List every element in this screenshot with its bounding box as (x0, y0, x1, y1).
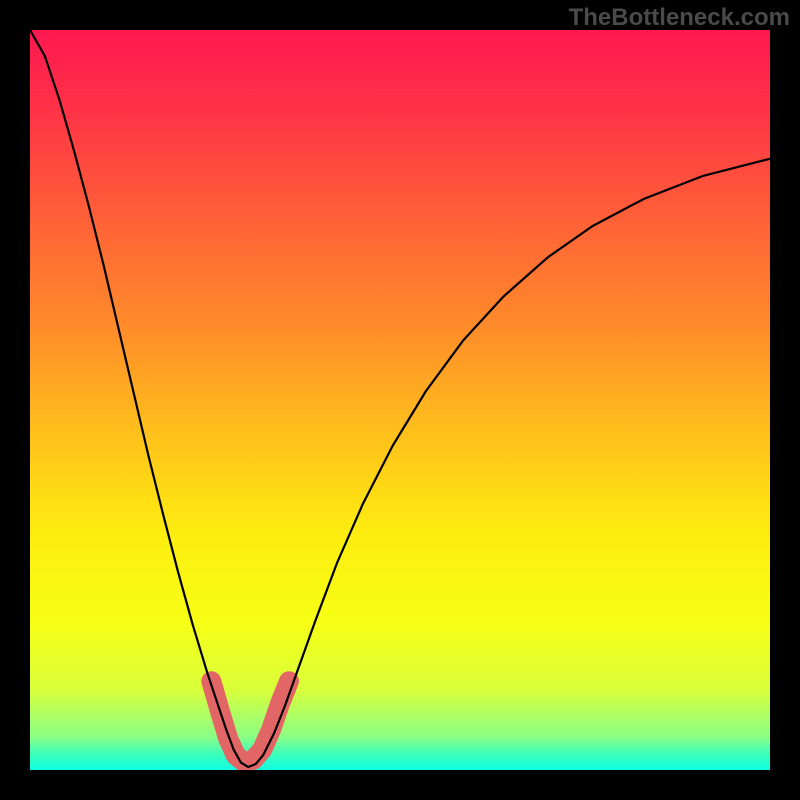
chart-stage: TheBottleneck.com (0, 0, 800, 800)
plot-area (30, 30, 770, 770)
gradient-background (30, 30, 770, 770)
watermark-label: TheBottleneck.com (569, 4, 790, 32)
plot-svg (30, 30, 770, 770)
